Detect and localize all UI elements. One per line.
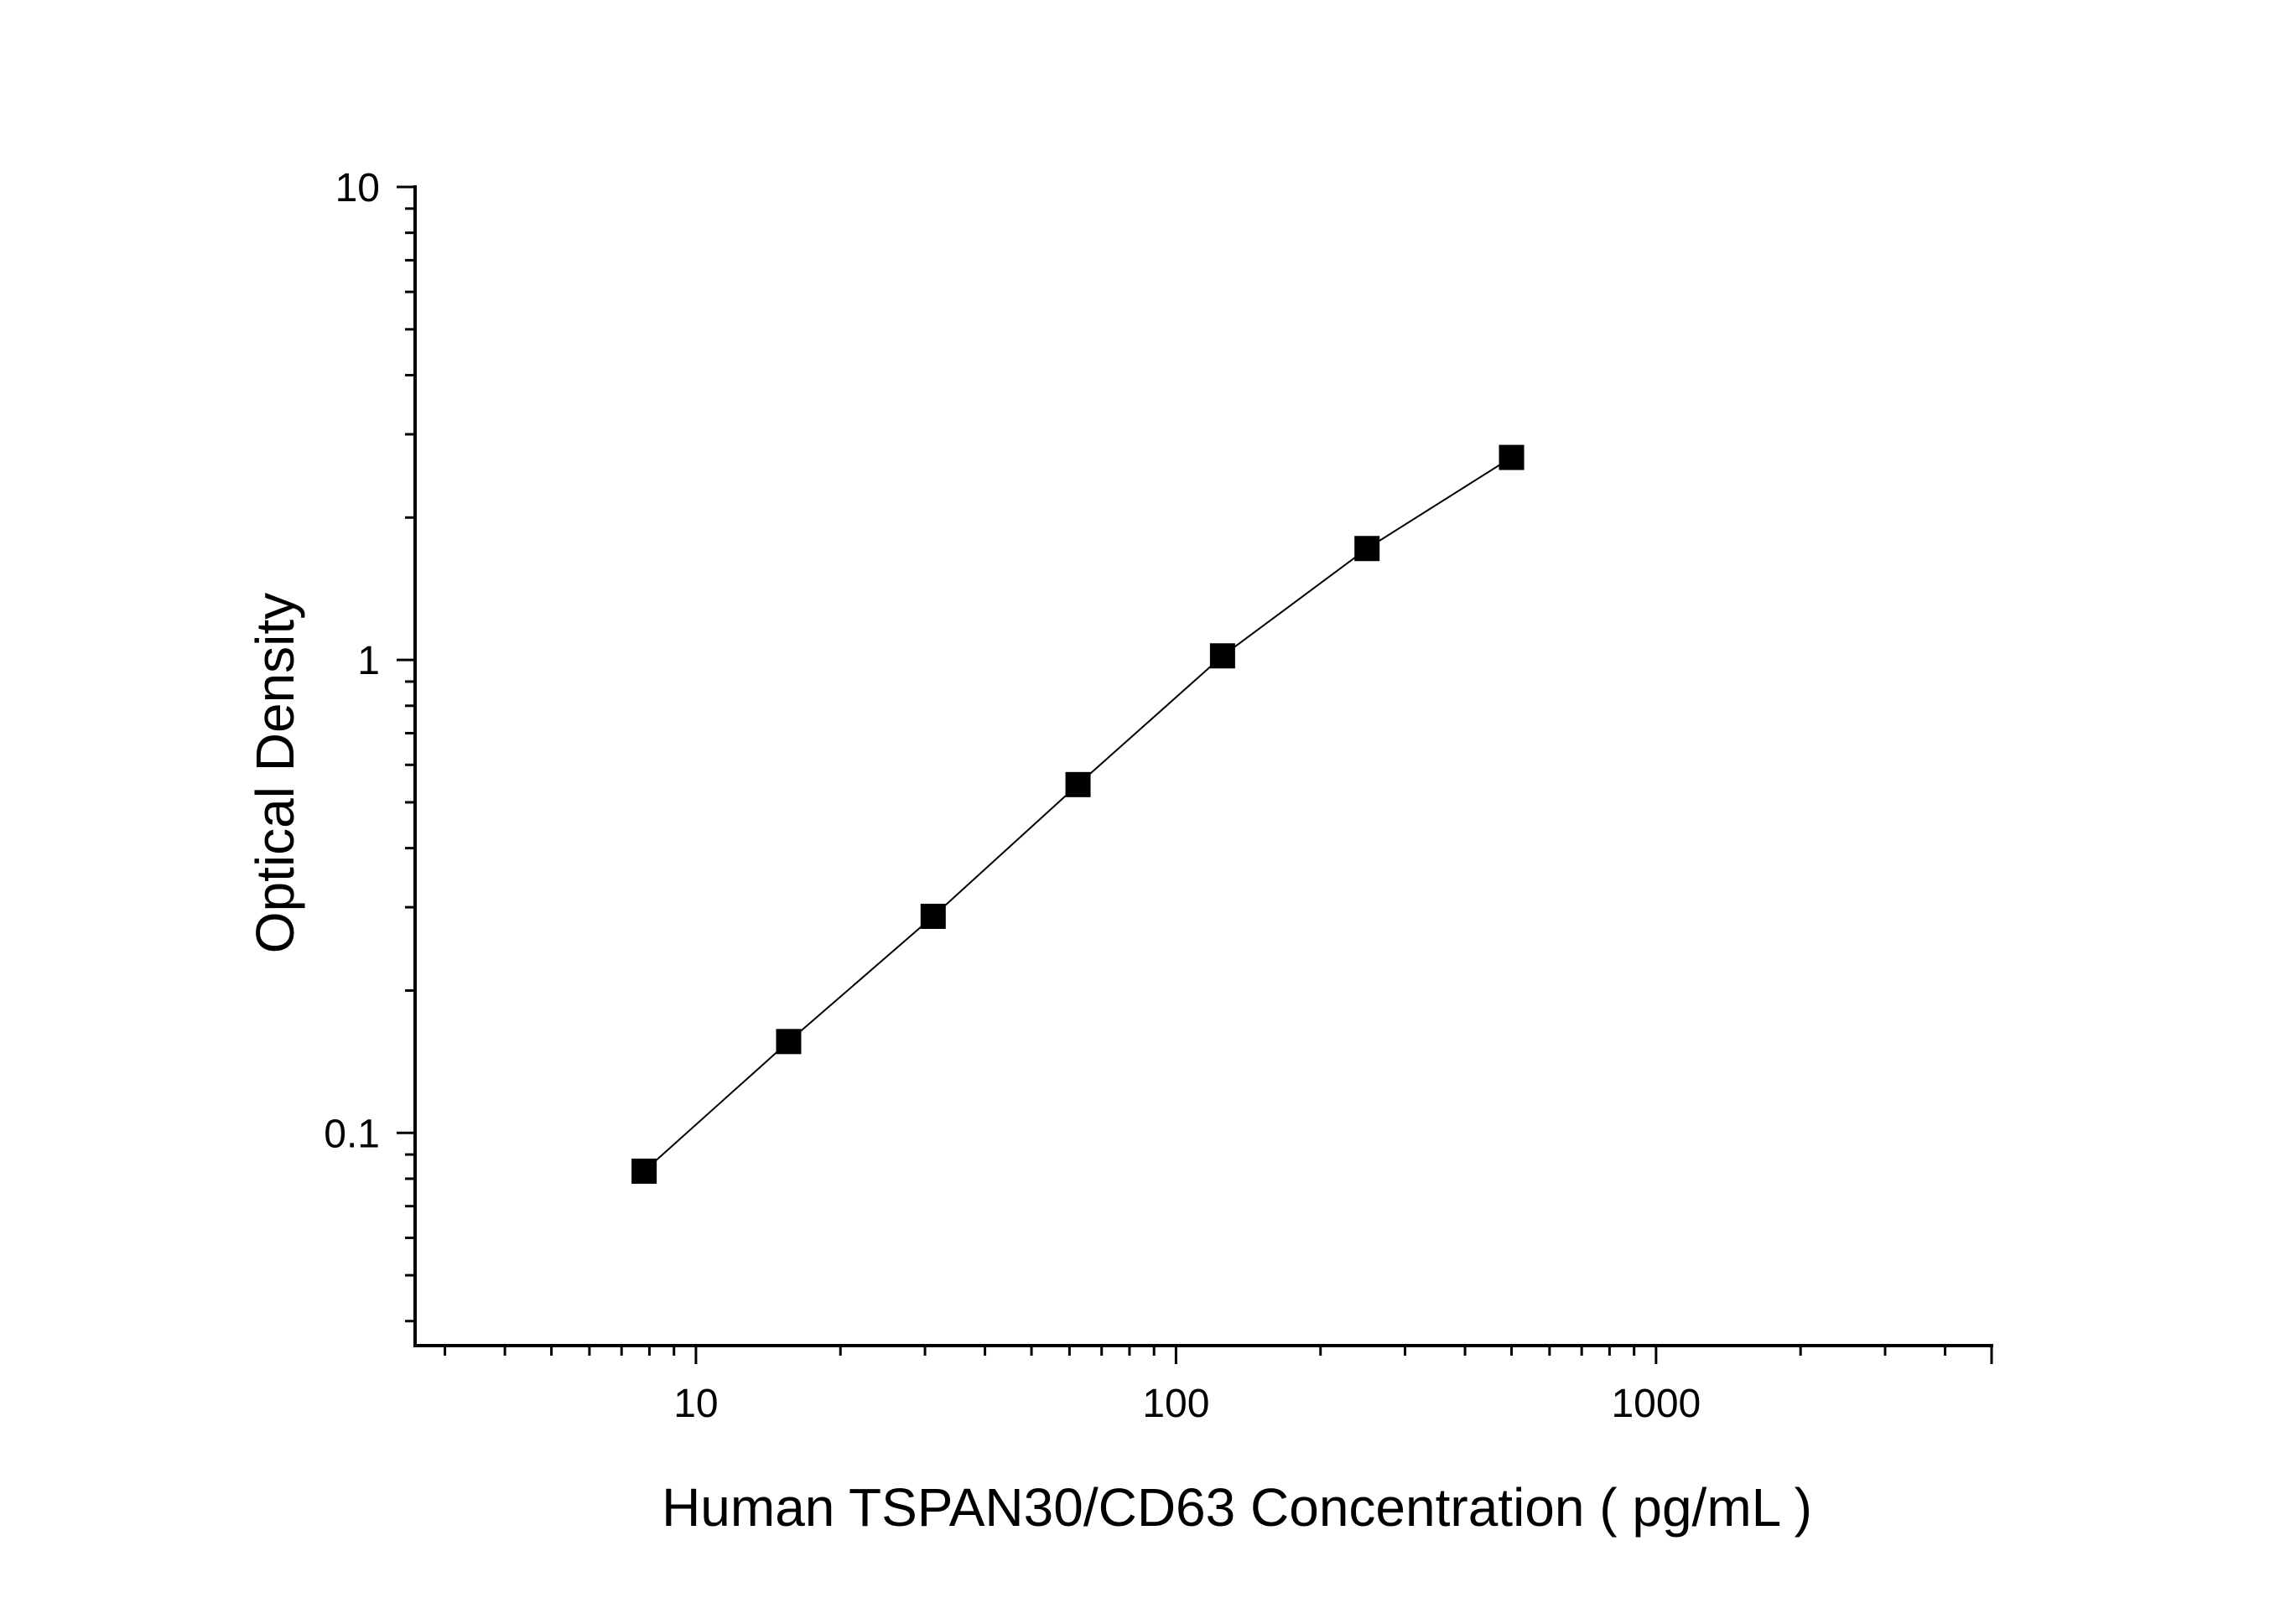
data-point-marker (631, 1158, 657, 1184)
y-tick-label: 0.1 (324, 1112, 380, 1156)
ticks (397, 185, 1993, 1364)
data-point-marker (1499, 444, 1525, 470)
series (631, 444, 1525, 1184)
y-tick-label: 10 (335, 166, 380, 210)
tick-labels: 10 100 1000 0.1 1 10 (324, 166, 1701, 1426)
data-point-marker (1209, 643, 1235, 669)
data-point-marker (1354, 536, 1380, 562)
x-tick-label: 100 (1142, 1382, 1209, 1426)
series-line (643, 456, 1513, 1172)
data-point-marker (1065, 771, 1091, 797)
x-axis-title: Human TSPAN30/CD63 Concentration ( pg/mL… (662, 1477, 1812, 1538)
y-tick-label: 1 (357, 639, 380, 683)
y-axis-title: Optical Density (245, 593, 305, 953)
data-point-marker (776, 1029, 802, 1055)
x-tick-label: 10 (673, 1382, 718, 1426)
x-tick-label: 1000 (1611, 1382, 1701, 1426)
data-point-marker (920, 903, 946, 929)
